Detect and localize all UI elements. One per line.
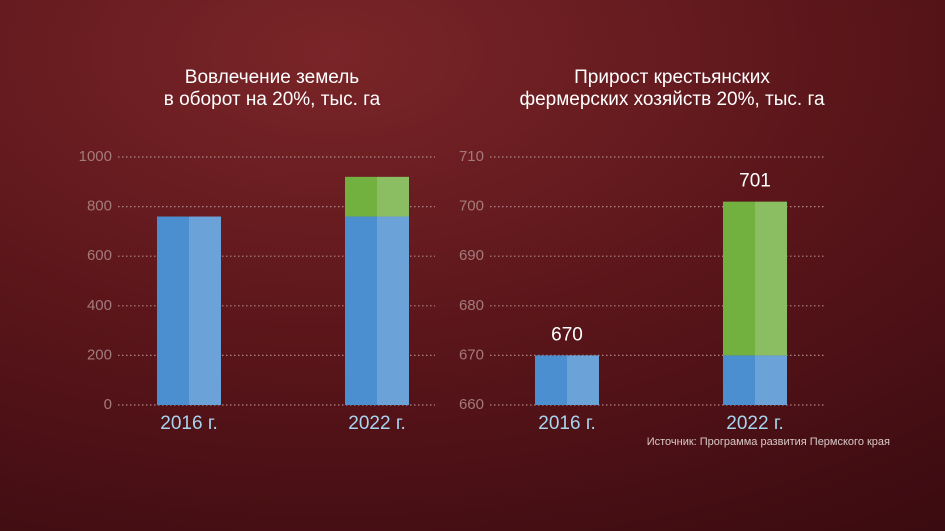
x-tick-label: 2016 г. <box>538 413 595 434</box>
chart-title: фермерских хозяйств 20%, тыс. га <box>519 89 825 110</box>
y-tick-label: 0 <box>104 396 112 413</box>
y-tick-label: 1000 <box>79 148 112 165</box>
y-tick-label: 710 <box>459 148 484 165</box>
bar-segment <box>723 355 787 405</box>
chart-title: Прирост крестьянских <box>574 67 770 88</box>
y-tick-label: 600 <box>87 247 112 264</box>
bar-segment <box>157 216 221 405</box>
y-tick-label: 400 <box>87 297 112 314</box>
chart-title: Вовлечение земель <box>185 67 359 88</box>
y-tick-label: 700 <box>459 198 484 215</box>
x-tick-label: 2022 г. <box>348 413 405 434</box>
data-label: 701 <box>739 171 771 192</box>
chart-title: в оборот на 20%, тыс. га <box>164 89 381 110</box>
data-label: 670 <box>551 324 583 345</box>
y-tick-label: 200 <box>87 346 112 363</box>
y-tick-label: 670 <box>459 346 484 363</box>
x-tick-label: 2016 г. <box>160 413 217 434</box>
bar-segment <box>723 201 787 356</box>
bar-segment <box>535 355 599 405</box>
y-tick-label: 800 <box>87 198 112 215</box>
y-tick-label: 690 <box>459 247 484 264</box>
bar-segment <box>345 216 409 405</box>
bar-segment <box>345 176 409 217</box>
y-tick-label: 680 <box>459 297 484 314</box>
source-note: Источник: Программа развития Пермского к… <box>647 436 890 448</box>
x-tick-label: 2022 г. <box>726 413 783 434</box>
y-tick-label: 660 <box>459 396 484 413</box>
